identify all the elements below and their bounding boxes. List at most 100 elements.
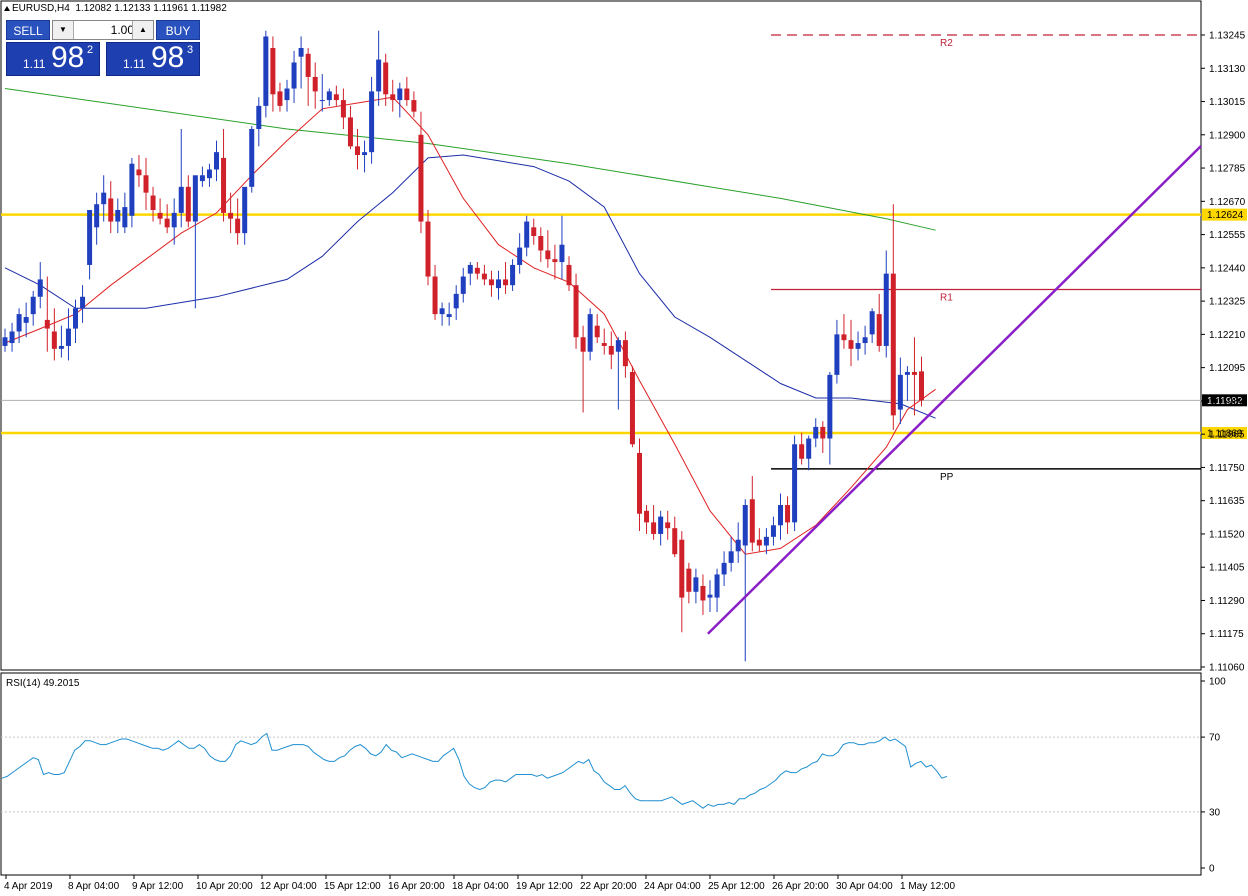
candle-body [587,314,593,352]
x-tick-label: 9 Apr 12:00 [132,881,184,892]
candle-body [806,438,812,459]
candle-body [44,319,50,329]
candle-body [827,374,833,439]
x-tick-label: 12 Apr 04:00 [260,881,317,892]
sell-button[interactable]: SELL [6,20,50,40]
candle-body [573,285,579,338]
y-tick-label: 1.11060 [1209,663,1245,674]
candle-body [637,452,642,514]
candle-body [199,175,205,182]
candle-body [644,510,650,523]
candle-body [862,337,868,344]
candle-body [735,539,741,552]
rsi-y-tick-label: 0 [1209,864,1215,875]
y-tick-label: 1.13245 [1209,31,1246,42]
y-tick-label: 1.11520 [1209,529,1245,540]
candle-body [615,340,621,352]
candle-body [326,91,332,101]
buy-price-prefix: 1.11 [123,57,146,71]
y-tick-label: 1.13015 [1209,97,1246,108]
x-tick-label: 16 Apr 20:00 [388,881,445,892]
candle-body [333,94,339,101]
candle-body [214,152,219,170]
y-tick-label: 1.12440 [1209,263,1246,274]
candle-body [397,88,403,101]
x-tick-label: 24 Apr 04:00 [644,881,701,892]
candle-body [538,236,544,251]
sr-price-label: 1.11869 [1207,429,1243,440]
rsi-y-tick-label: 30 [1209,807,1221,818]
candle-body [362,152,368,156]
x-tick-label: 19 Apr 12:00 [516,881,573,892]
x-tick-label: 15 Apr 12:00 [324,881,381,892]
y-tick-label: 1.12095 [1209,363,1246,374]
candle-body [369,91,375,153]
buy-price-button[interactable]: 1.11 98 3 [106,41,200,76]
candle-body [305,53,311,77]
candle-body [439,308,445,315]
sell-price-button[interactable]: 1.11 98 2 [6,41,100,76]
candle-body [608,345,614,355]
candle-body [298,48,304,57]
candle-body [263,36,269,106]
candle-body [425,221,431,277]
chevron-down-icon[interactable]: ▼ [53,21,74,39]
candle-body [658,516,664,534]
candle-body [686,568,692,592]
candle-body [312,76,318,92]
candle-body [277,91,283,106]
x-tick-label: 4 Apr 2019 [4,881,53,892]
candle-body [919,371,924,401]
candle-body [883,273,889,346]
candle-body [911,371,917,375]
candle-body [651,522,657,534]
candle-body [594,325,600,338]
candle-body [460,276,466,294]
price-tag [1202,208,1247,221]
candle-body [531,227,537,237]
x-tick-label: 26 Apr 20:00 [772,881,829,892]
x-tick-label: 22 Apr 20:00 [580,881,637,892]
candle-body [721,562,727,575]
candle-body [319,100,325,102]
candle-body [848,340,854,349]
candle-body [580,337,586,352]
candle-body [446,314,452,318]
candle-body [770,525,776,537]
candle-body [467,264,473,274]
y-tick-label: 1.12670 [1209,197,1246,208]
y-tick-label: 1.12785 [1209,164,1246,175]
ma-slow-line [4,88,936,231]
one-click-trading-panel: SELL ▼ ▲ BUY 1.11 98 2 1.11 98 3 [6,20,200,76]
buy-button[interactable]: BUY [156,20,200,40]
candle-body [157,212,163,219]
y-tick-label: 1.12210 [1209,330,1246,341]
candle-body [390,94,396,101]
chart-header: EURUSD,H4 1.12082 1.12133 1.11961 1.1198… [12,3,227,14]
lot-input[interactable] [74,22,136,38]
y-tick-label: 1.11865 [1209,430,1245,441]
candle-body [785,505,791,523]
sr-price-label: 1.12624 [1207,210,1244,221]
rsi-title: RSI(14) 49.2015 [6,678,80,689]
candle-body [714,574,720,598]
candle-body [87,209,93,265]
current-price-label: 1.11982 [1207,396,1243,407]
candle-body [65,328,71,346]
candle-body [270,48,276,95]
candle-body [347,117,353,147]
candle-body [73,308,78,329]
candle-body [51,331,57,349]
chevron-up-icon[interactable]: ▲ [132,21,153,39]
candle-body [228,212,234,219]
candle-body [904,371,910,375]
candle-body [559,244,565,263]
price-tag [1202,427,1247,440]
candle-body [136,169,142,176]
candle-body [284,88,290,101]
candle-body [524,221,530,248]
candle-body [700,586,706,601]
pivot-label: PP [940,472,954,483]
y-tick-label: 1.12900 [1209,130,1246,141]
candle-body [418,134,424,222]
